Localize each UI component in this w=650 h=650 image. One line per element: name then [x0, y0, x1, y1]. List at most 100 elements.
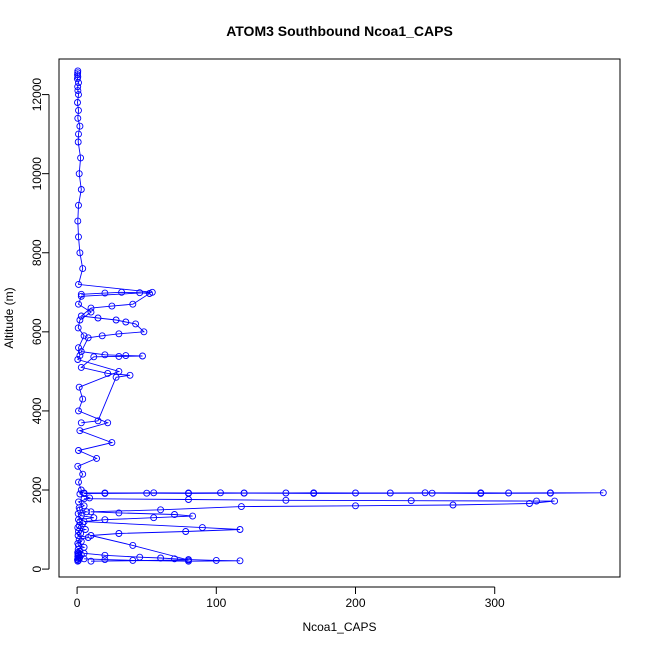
- data-point: [428, 489, 436, 497]
- data-point: [76, 352, 84, 360]
- data-point: [80, 555, 88, 563]
- data-point: [75, 106, 82, 114]
- series-line-2: [84, 498, 555, 562]
- data-point: [101, 516, 109, 524]
- x-tick-label: 100: [206, 596, 226, 610]
- data-point: [77, 537, 85, 545]
- data-point: [74, 67, 82, 75]
- data-point: [101, 489, 109, 497]
- data-point: [75, 478, 82, 486]
- data-point: [310, 489, 318, 497]
- data-point: [80, 495, 88, 503]
- data-point: [150, 514, 158, 522]
- data-point: [75, 447, 82, 454]
- data-point: [212, 556, 220, 564]
- data-point: [407, 497, 415, 505]
- data-point: [74, 99, 81, 106]
- data-point: [77, 363, 85, 371]
- data-point: [74, 462, 82, 470]
- data-point: [74, 114, 82, 122]
- data-point: [112, 373, 120, 381]
- data-point: [87, 532, 95, 539]
- data-point: [101, 551, 109, 559]
- data-point: [74, 539, 82, 547]
- y-tick-label: 2000: [30, 476, 44, 503]
- data-point: [108, 439, 116, 447]
- data-point: [74, 524, 82, 532]
- series-line-4: [80, 291, 151, 424]
- data-point: [75, 498, 82, 506]
- data-point: [80, 518, 88, 526]
- data-point: [90, 353, 98, 361]
- chart-title: ATOM3 Southbound Ncoa1_CAPS: [226, 23, 453, 39]
- data-point: [143, 489, 151, 497]
- data-point: [126, 371, 134, 379]
- data-point: [129, 300, 137, 308]
- y-axis: 0 2000 4000 6000 8000 10000 12000: [30, 78, 50, 572]
- data-point: [185, 557, 192, 565]
- data-point: [108, 302, 116, 310]
- data-point: [75, 130, 82, 138]
- data-point: [75, 91, 82, 99]
- data-layer: [73, 67, 607, 565]
- y-tick-label: 4000: [30, 397, 44, 424]
- data-point: [526, 500, 533, 507]
- data-point: [76, 122, 84, 130]
- data-point: [74, 83, 82, 91]
- data-point: [157, 554, 165, 562]
- data-point: [139, 352, 146, 360]
- x-tick-label: 300: [485, 596, 505, 610]
- x-tick-label: 200: [345, 596, 365, 610]
- data-point: [75, 383, 83, 391]
- data-point: [76, 490, 84, 498]
- data-point: [282, 496, 290, 504]
- data-point: [93, 454, 101, 462]
- data-point: [74, 356, 82, 363]
- data-point: [171, 511, 178, 518]
- plot-frame: [58, 58, 621, 578]
- data-point: [189, 512, 197, 520]
- data-point: [77, 419, 85, 427]
- data-point: [157, 506, 165, 514]
- data-point: [449, 501, 457, 509]
- x-axis-title: Ncoa1_CAPS: [302, 620, 376, 634]
- data-point: [217, 489, 224, 497]
- data-point: [77, 348, 85, 356]
- y-tick-label: 12000: [30, 78, 44, 112]
- data-point: [237, 503, 245, 511]
- data-point: [81, 526, 89, 533]
- data-point: [80, 549, 88, 557]
- data-point: [198, 524, 206, 532]
- data-point: [87, 308, 95, 316]
- data-point: [87, 304, 95, 312]
- data-point: [79, 265, 87, 273]
- data-point: [76, 316, 84, 324]
- data-point: [84, 334, 92, 342]
- y-tick-label: 8000: [30, 239, 44, 266]
- data-point: [533, 497, 540, 505]
- data-point: [79, 470, 87, 478]
- series-line-0: [76, 70, 153, 562]
- data-point: [101, 351, 109, 359]
- data-point: [505, 489, 513, 497]
- y-tick-label: 6000: [30, 318, 44, 345]
- data-point: [122, 318, 130, 326]
- data-point: [182, 528, 190, 535]
- data-point: [115, 352, 123, 360]
- data-point: [115, 509, 123, 517]
- data-point: [94, 417, 102, 425]
- data-point: [80, 490, 88, 498]
- data-point: [146, 290, 153, 297]
- x-tick-label: 0: [74, 596, 81, 610]
- y-tick-label: 10000: [30, 157, 44, 191]
- data-point: [546, 489, 554, 497]
- data-point: [94, 314, 102, 322]
- x-axis: 0 100 200 300: [74, 586, 505, 610]
- series-line-3: [84, 552, 241, 562]
- y-tick-label: 0: [30, 565, 44, 572]
- data-point: [80, 502, 88, 510]
- data-point: [101, 289, 109, 297]
- data-point: [77, 312, 85, 320]
- data-point: [75, 233, 82, 241]
